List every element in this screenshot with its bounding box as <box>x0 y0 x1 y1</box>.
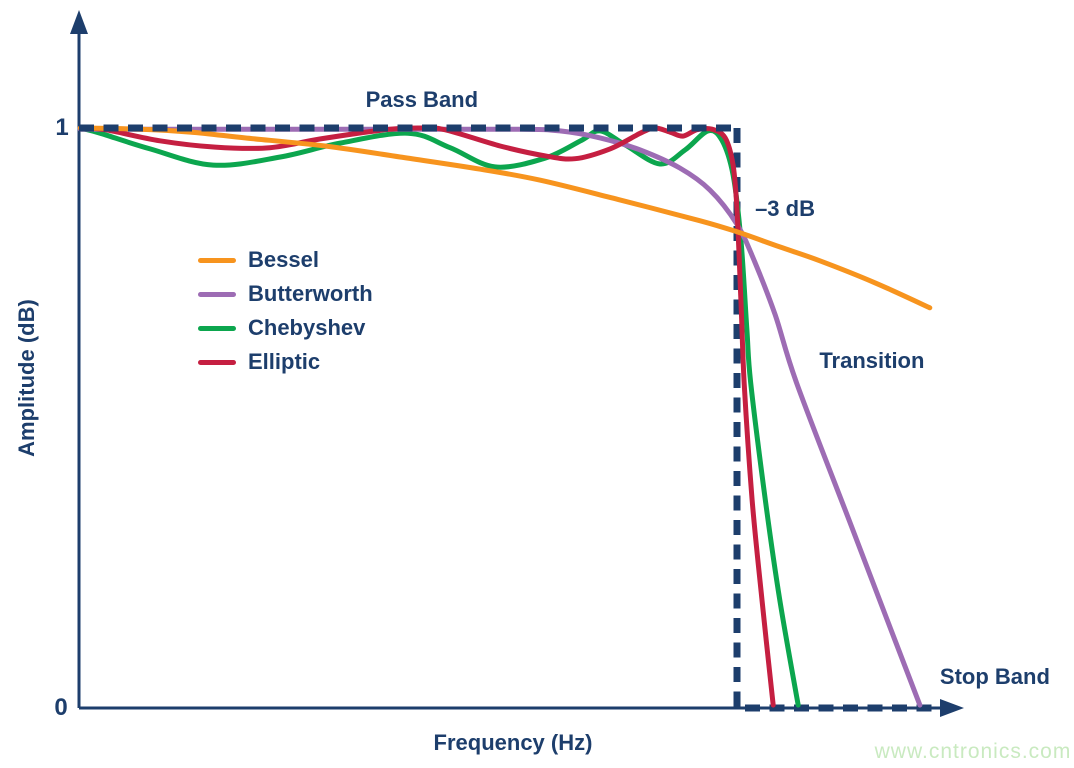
legend-swatch-bessel <box>198 257 236 263</box>
x-axis-arrow-icon <box>940 699 964 717</box>
legend-label: Butterworth <box>248 281 373 306</box>
legend-swatch-chebyshev <box>198 325 236 331</box>
y-axis-arrow-icon <box>70 10 88 34</box>
stop-band-label: Stop Band <box>939 664 1050 690</box>
legend-label: Chebyshev <box>248 315 366 340</box>
transition-label: Transition <box>819 348 925 374</box>
legend-label: Bessel <box>248 247 319 272</box>
watermark: www.cntronics.com <box>874 740 1072 763</box>
legend-item-butterworth: Butterworth <box>198 277 373 311</box>
legend-item-elliptic: Elliptic <box>198 345 373 379</box>
legend-item-bessel: Bessel <box>198 243 373 277</box>
ideal-response-dashed-cutoff-and-stopband <box>733 128 948 712</box>
x-axis-label: Frequency (Hz) <box>433 730 593 755</box>
legend: Bessel Butterworth Chebyshev Elliptic <box>198 243 373 379</box>
legend-label: Elliptic <box>248 349 321 374</box>
legend-swatch-butterworth <box>198 291 236 297</box>
y-tick-0: 0 <box>54 694 68 721</box>
minus-3db-label: –3 dB <box>755 196 815 222</box>
curve-chebyshev <box>77 125 801 708</box>
legend-item-chebyshev: Chebyshev <box>198 311 373 345</box>
y-tick-1: 1 <box>55 114 69 141</box>
legend-swatch-elliptic <box>198 359 236 365</box>
y-axis-label: Amplitude (dB) <box>14 299 39 457</box>
curve-bessel <box>77 125 933 311</box>
pass-band-label: Pass Band <box>365 87 479 113</box>
